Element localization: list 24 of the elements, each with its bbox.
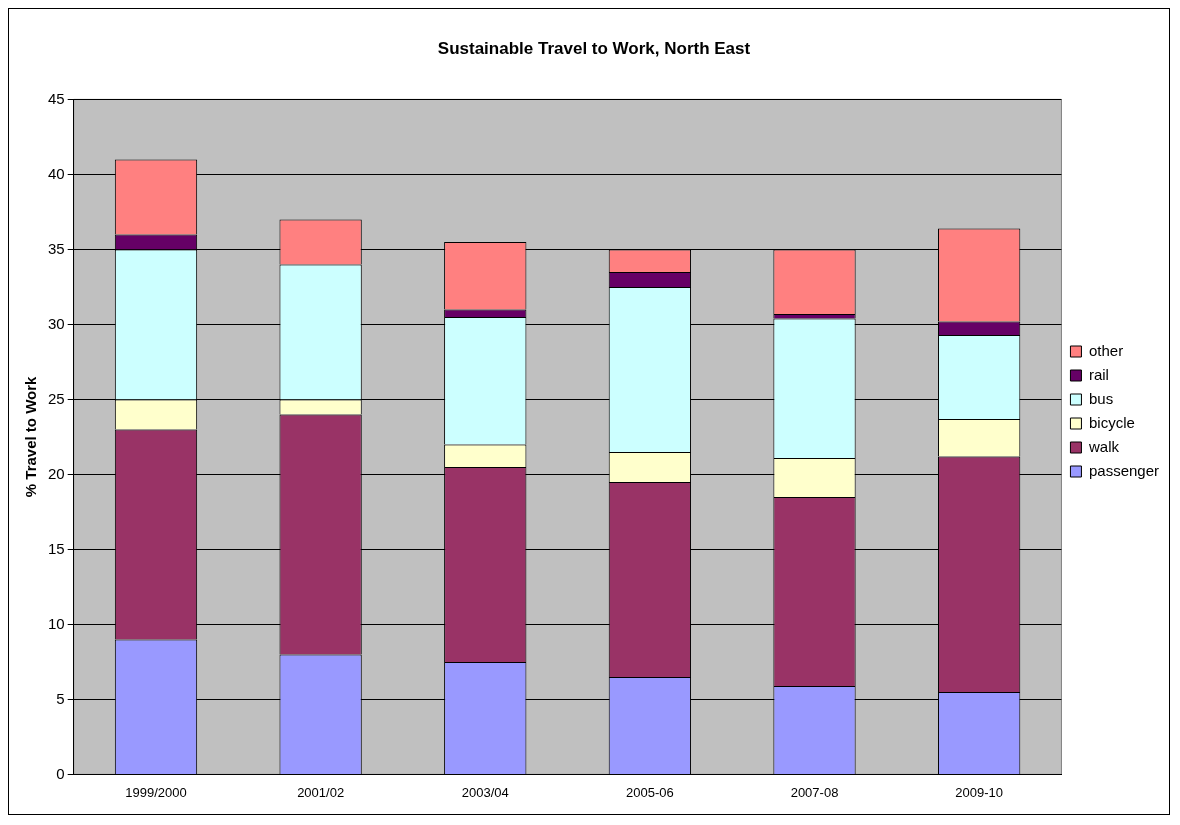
y-tick-label: 35: [48, 239, 65, 257]
chart-title: Sustainable Travel to Work, North East: [437, 38, 751, 58]
x-tick-label: 2009-10: [955, 784, 1003, 800]
x-tick-label: 2001/02: [297, 784, 345, 800]
y-axis-title: % Travel to Work: [22, 375, 40, 498]
y-tick-label: 40: [48, 164, 65, 182]
y-tick-label: 30: [48, 314, 65, 332]
y-tick-label: 0: [56, 764, 65, 782]
y-tick-label: 45: [48, 89, 65, 107]
x-tick-label: 2005-06: [626, 784, 674, 800]
y-tick-label: 5: [56, 689, 65, 707]
legend-label: passenger: [1088, 461, 1160, 479]
legend-label: other: [1088, 341, 1124, 359]
legend-label: rail: [1088, 365, 1109, 383]
legend-label: bus: [1088, 389, 1114, 407]
y-tick-label: 25: [48, 389, 65, 407]
x-tick-label: 1999/2000: [125, 784, 187, 800]
y-tick-label: 10: [48, 614, 65, 632]
x-tick-label: 2007-08: [790, 784, 839, 800]
legend-label: bicycle: [1088, 413, 1135, 431]
y-tick-label: 15: [48, 539, 65, 557]
y-tick-label: 20: [48, 464, 65, 482]
x-tick-label: 2003/04: [461, 784, 509, 800]
legend-label: walk: [1087, 437, 1120, 455]
